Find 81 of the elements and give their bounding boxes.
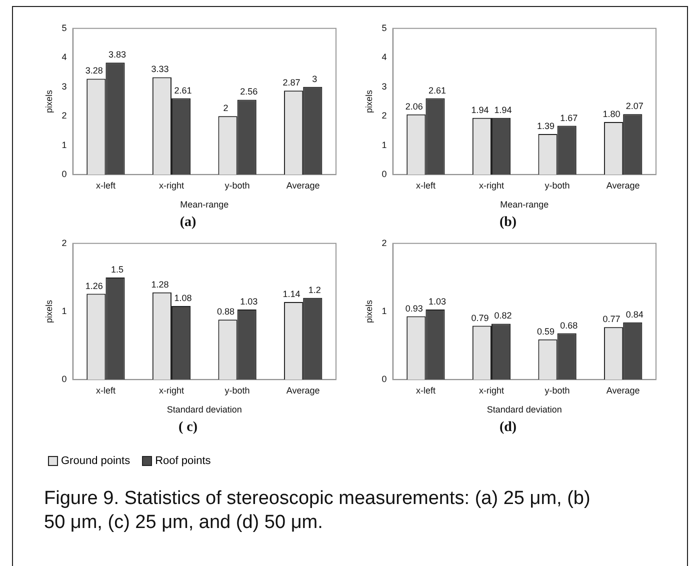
- x-axis-title: Mean-range: [500, 199, 549, 210]
- x-axis-title: Mean-range: [180, 199, 229, 210]
- y-tick-label: 3: [62, 81, 67, 92]
- y-tick-label: 0: [62, 169, 67, 180]
- data-label: 0.59: [536, 326, 555, 336]
- x-tick-label: Average: [606, 180, 640, 190]
- data-label: 1.39: [536, 120, 555, 131]
- data-label: 3.28: [85, 66, 103, 76]
- x-tick-label: x-right: [478, 180, 504, 190]
- data-label: 2.61: [174, 85, 192, 96]
- y-tick-label: 1: [382, 140, 387, 150]
- x-axis-title: Standard deviation: [486, 404, 562, 414]
- data-label: 2: [223, 103, 228, 114]
- y-tick-label: 1: [382, 306, 387, 316]
- y-tick-label: 4: [62, 52, 67, 62]
- data-label: 1.28: [151, 279, 169, 290]
- x-tick-label: y-both: [224, 385, 250, 396]
- y-tick-label: 1: [62, 140, 67, 150]
- data-label: 0.84: [626, 309, 644, 320]
- y-axis-title: pixels: [44, 90, 54, 114]
- data-label: 1.80: [602, 108, 620, 119]
- x-tick-label: x-left: [96, 385, 116, 396]
- data-label: 1.26: [85, 280, 103, 291]
- x-tick-label: y-both: [224, 180, 250, 190]
- data-label: 1.67: [560, 112, 578, 123]
- x-tick-label: y-both: [544, 180, 570, 190]
- data-label: 1.94: [494, 104, 512, 115]
- data-label: 2.07: [626, 101, 644, 112]
- x-tick-label: y-both: [544, 385, 570, 396]
- data-label: 2.87: [282, 78, 300, 88]
- legend-label: Roof points: [154, 455, 211, 467]
- x-tick-label: x-right: [478, 385, 504, 396]
- y-tick-label: 1: [62, 306, 67, 316]
- data-label: 1.03: [240, 296, 258, 306]
- y-axis-title: pixels: [44, 300, 54, 324]
- x-tick-label: x-right: [158, 180, 184, 190]
- text: (d): [499, 420, 517, 436]
- data-label: 3.83: [108, 50, 126, 60]
- data-label: 2.61: [428, 85, 446, 96]
- y-tick-label: 4: [382, 52, 387, 62]
- legend-label: Ground points: [60, 455, 130, 467]
- data-label: 1.03: [428, 296, 446, 306]
- data-label: 3: [312, 74, 318, 84]
- data-label: 0.93: [405, 303, 423, 314]
- y-tick-label: 2: [382, 238, 387, 248]
- data-label: 1.94: [471, 104, 489, 115]
- data-label: 0.88: [216, 306, 235, 317]
- x-tick-label: Average: [286, 180, 320, 190]
- y-tick-label: 2: [62, 238, 67, 248]
- data-label: 1.2: [308, 284, 321, 295]
- data-label: 0.79: [471, 312, 489, 323]
- y-tick-label: 2: [382, 110, 387, 121]
- y-tick-label: 5: [62, 22, 67, 33]
- data-label: 2.06: [405, 101, 423, 112]
- data-label: 0.68: [560, 320, 578, 330]
- text: (b): [499, 215, 517, 230]
- x-tick-label: x-left: [96, 180, 116, 190]
- data-label: 0.82: [494, 310, 512, 321]
- y-axis-title: pixels: [364, 300, 374, 324]
- y-tick-label: 0: [382, 169, 387, 180]
- x-tick-label: Average: [606, 385, 640, 396]
- text: (a): [180, 215, 196, 230]
- caption: Figure 9. Statistics of stereoscopic measurements: (a) 25 μm, (b) 50 μm, (c) 25 μm, and (d) 50 μm.: [44, 487, 592, 535]
- y-tick-label: 0: [62, 374, 67, 384]
- y-tick-label: 0: [382, 374, 387, 384]
- y-tick-label: 5: [382, 22, 387, 33]
- data-label: 1.5: [110, 264, 124, 274]
- x-tick-label: x-left: [416, 385, 436, 396]
- x-tick-label: x-right: [158, 385, 184, 396]
- data-label: 3.33: [151, 64, 169, 74]
- x-tick-label: Average: [286, 385, 320, 396]
- x-tick-label: x-left: [416, 180, 436, 190]
- x-axis-title: Standard deviation: [166, 404, 242, 414]
- data-label: 2.56: [240, 86, 258, 97]
- y-tick-label: 3: [382, 81, 387, 92]
- data-label: 0.77: [602, 314, 620, 324]
- data-label: 1.08: [174, 293, 192, 304]
- y-tick-label: 2: [62, 110, 67, 121]
- y-axis-title: pixels: [364, 90, 374, 114]
- data-label: 1.14: [282, 288, 300, 299]
- text: ( c): [178, 420, 198, 436]
